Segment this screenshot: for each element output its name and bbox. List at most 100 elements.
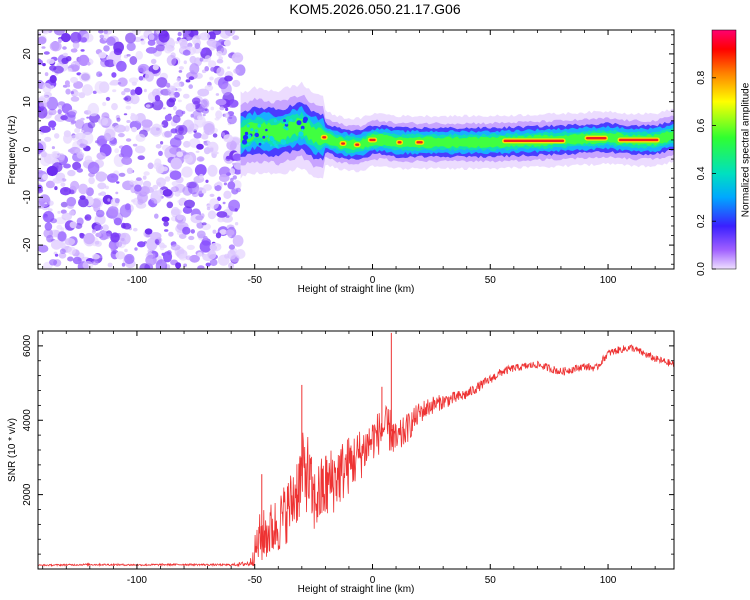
- noise-blob: [183, 140, 191, 148]
- noise-blob: [166, 54, 177, 66]
- noise-blob: [88, 176, 95, 185]
- noise-blob: [81, 37, 87, 43]
- noise-blob: [74, 148, 83, 155]
- noise-blob: [204, 55, 212, 63]
- noise-blob: [155, 44, 166, 52]
- noise-blob: [158, 242, 165, 248]
- noise-blob: [227, 66, 231, 69]
- noise-blob: [39, 125, 51, 133]
- noise-blob: [86, 116, 90, 119]
- noise-blob: [143, 171, 150, 176]
- noise-blob: [209, 258, 218, 266]
- noise-blob: [232, 162, 236, 166]
- noise-blob: [203, 123, 215, 135]
- onset-speckle: [285, 127, 289, 131]
- noise-blob: [218, 39, 225, 43]
- noise-blob: [209, 193, 215, 197]
- noise-blob: [74, 128, 81, 133]
- noise-blob: [218, 173, 230, 183]
- noise-blob: [209, 198, 220, 210]
- ridge-peak: [341, 142, 346, 145]
- noise-blob: [174, 191, 181, 197]
- noise-blob: [129, 56, 138, 65]
- noise-blob: [166, 201, 174, 209]
- noise-blob: [132, 143, 138, 147]
- noise-blob: [60, 182, 66, 187]
- noise-blob: [52, 151, 61, 159]
- noise-blob: [227, 181, 236, 190]
- noise-blob: [230, 177, 234, 182]
- noise-blob: [38, 36, 47, 45]
- noise-blob: [155, 163, 165, 174]
- noise-blob: [177, 87, 182, 92]
- noise-blob: [70, 31, 82, 44]
- noise-blob: [57, 231, 67, 242]
- noise-blob: [144, 228, 153, 235]
- noise-blob: [104, 128, 116, 141]
- noise-blob: [82, 84, 93, 96]
- x-tick-label: 50: [485, 575, 497, 586]
- noise-blob: [92, 229, 97, 233]
- noise-blob: [173, 91, 180, 98]
- noise-blob: [138, 65, 147, 73]
- onset-speckle: [284, 124, 287, 126]
- noise-blob: [44, 136, 52, 142]
- noise-blob: [154, 99, 160, 106]
- noise-blob: [200, 49, 207, 54]
- noise-blob: [201, 222, 207, 226]
- noise-blob: [70, 76, 78, 84]
- noise-blob: [94, 224, 103, 231]
- noise-blob: [210, 67, 215, 72]
- noise-blob: [185, 79, 191, 83]
- figure-title: KOM5.2026.050.21.17.G06: [289, 1, 460, 17]
- noise-blob: [199, 240, 212, 253]
- noise-blob: [40, 151, 47, 158]
- noise-blob: [223, 134, 234, 143]
- noise-blob: [126, 42, 136, 52]
- noise-blob: [70, 120, 77, 124]
- noise-blob: [135, 133, 146, 142]
- noise-blob: [51, 127, 55, 131]
- noise-blob: [155, 259, 168, 269]
- noise-blob: [67, 256, 74, 262]
- noise-blob: [186, 244, 195, 250]
- noise-blob: [114, 198, 120, 204]
- noise-blob: [135, 50, 143, 60]
- noise-blob: [45, 180, 55, 189]
- onset-speckle: [246, 143, 249, 146]
- noise-blob: [113, 217, 122, 226]
- noise-blob: [169, 170, 182, 180]
- noise-blob: [78, 54, 90, 66]
- onset-speckle: [250, 128, 254, 132]
- noise-blob: [227, 114, 237, 125]
- noise-blob: [232, 235, 244, 247]
- noise-blob: [84, 155, 93, 163]
- noise-blob: [157, 189, 164, 196]
- noise-blob: [143, 241, 147, 244]
- noise-blob: [95, 209, 105, 218]
- spectrogram-image: [38, 30, 674, 269]
- noise-blob: [143, 88, 147, 93]
- noise-blob: [209, 76, 214, 81]
- noise-blob: [102, 101, 107, 107]
- noise-blob: [221, 132, 226, 137]
- noise-blob: [216, 58, 224, 64]
- onset-speckle: [258, 142, 262, 146]
- noise-blob: [62, 46, 67, 50]
- colorbar-tick-label: 0.4: [696, 166, 707, 180]
- noise-blob: [188, 235, 195, 241]
- noise-blob: [56, 224, 63, 230]
- noise-blob: [70, 96, 80, 102]
- noise-blob: [226, 140, 237, 151]
- noise-blob: [78, 183, 88, 195]
- noise-blob: [102, 224, 109, 231]
- noise-blob: [84, 214, 92, 221]
- noise-blob: [197, 115, 203, 120]
- noise-blob: [178, 66, 184, 70]
- noise-blob: [155, 144, 162, 149]
- noise-blob: [229, 99, 239, 108]
- noise-blob: [92, 253, 100, 260]
- noise-blob: [200, 98, 210, 109]
- noise-blob: [69, 221, 77, 229]
- noise-blob: [185, 255, 192, 261]
